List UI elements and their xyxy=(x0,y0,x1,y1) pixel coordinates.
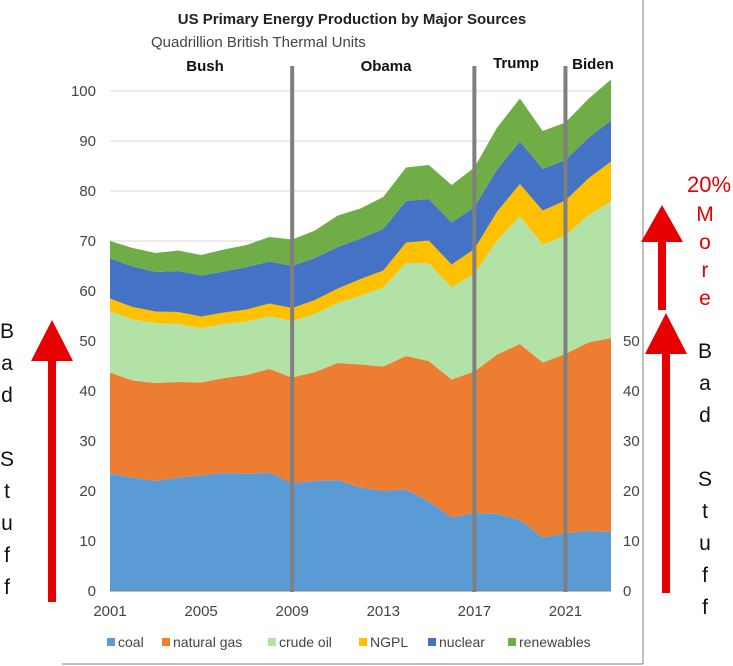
annotation-letter: M xyxy=(696,203,714,226)
legend-label: renewables xyxy=(519,634,591,650)
right-y-tick: 50 xyxy=(623,333,640,350)
right-y-tick: 0 xyxy=(623,583,631,600)
annotation-letter: f xyxy=(4,576,10,599)
annotation-letter: f xyxy=(702,596,708,619)
x-tick: 2021 xyxy=(549,603,582,620)
annotation-letter: f xyxy=(4,544,10,567)
president-label: Bush xyxy=(186,58,224,75)
annotation-letter: t xyxy=(702,500,708,523)
legend-swatch xyxy=(359,638,367,646)
left-y-tick: 90 xyxy=(79,133,96,150)
chart-title: US Primary Energy Production by Major So… xyxy=(178,11,526,28)
right-lower-red-arrow xyxy=(645,313,687,593)
legend-label: coal xyxy=(118,634,144,650)
legend-label: nuclear xyxy=(439,634,485,650)
left-y-tick: 80 xyxy=(79,183,96,200)
president-label: Biden xyxy=(572,56,614,73)
annotation-letter: u xyxy=(699,532,711,555)
left-y-tick: 30 xyxy=(79,433,96,450)
president-labels: Bush Obama Trump Biden xyxy=(186,55,614,75)
annotation-letter: S xyxy=(0,448,14,471)
annotation-letter: a xyxy=(699,372,711,395)
left-y-tick: 10 xyxy=(79,533,96,550)
x-tick: 2009 xyxy=(275,603,308,620)
right-y-axis: 0 10 20 30 40 50 xyxy=(623,333,640,600)
x-tick: 2017 xyxy=(458,603,491,620)
x-tick: 2001 xyxy=(93,603,126,620)
president-label: Trump xyxy=(493,55,539,72)
annotation-letter: S xyxy=(698,468,712,491)
area-natural-gas xyxy=(110,338,611,538)
right-y-tick: 40 xyxy=(623,383,640,400)
legend-swatch xyxy=(268,638,276,646)
legend-swatch xyxy=(428,638,436,646)
left-y-tick: 20 xyxy=(79,483,96,500)
right-y-tick: 20 xyxy=(623,483,640,500)
left-y-tick: 0 xyxy=(88,583,96,600)
legend: coal natural gas crude oil NGPL nuclear renew… xyxy=(107,634,591,650)
area-coal xyxy=(110,472,611,591)
stacked-areas xyxy=(110,79,611,591)
legend-label: crude oil xyxy=(279,634,332,650)
left-y-tick: 60 xyxy=(79,283,96,300)
left-red-arrow xyxy=(31,320,73,602)
annotation-letter: d xyxy=(699,404,711,427)
right-y-tick: 30 xyxy=(623,433,640,450)
left-y-tick: 50 xyxy=(79,333,96,350)
legend-swatch xyxy=(107,638,115,646)
president-label: Obama xyxy=(361,58,413,75)
annotation-letter: e xyxy=(699,287,711,310)
annotation-letter: d xyxy=(1,384,13,407)
left-y-tick: 40 xyxy=(79,383,96,400)
annotation-letter: B xyxy=(698,340,712,363)
left-y-tick: 70 xyxy=(79,233,96,250)
chart-subtitle: Quadrillion British Thermal Units xyxy=(151,34,366,51)
legend-swatch xyxy=(162,638,170,646)
legend-label: NGPL xyxy=(370,634,408,650)
annotation-letter: B xyxy=(0,320,14,343)
area-crude-oil xyxy=(110,201,611,383)
legend-swatch xyxy=(508,638,516,646)
area-ngpl xyxy=(110,161,611,328)
annotation-letter: r xyxy=(702,259,709,282)
annotation-letter: f xyxy=(702,564,708,587)
annotation-letter: a xyxy=(1,352,13,375)
annotation-letter: o xyxy=(699,231,711,254)
x-tick: 2013 xyxy=(367,603,400,620)
right-20pct-text: 20% xyxy=(687,172,731,197)
right-y-tick: 10 xyxy=(623,533,640,550)
term-dividers xyxy=(290,66,568,592)
x-tick: 2005 xyxy=(184,603,217,620)
x-axis: 2001 2005 2009 2013 2017 2021 xyxy=(93,590,611,620)
annotation-letter: u xyxy=(1,512,13,535)
left-y-tick: 100 xyxy=(71,83,96,100)
area-nuclear xyxy=(110,120,611,317)
area-renewables xyxy=(110,79,611,276)
left-y-axis: 0 10 20 30 40 50 60 70 80 90 100 xyxy=(71,83,96,600)
annotation-letter: t xyxy=(4,480,10,503)
right-upper-red-arrow xyxy=(641,205,683,310)
legend-label: natural gas xyxy=(173,634,242,650)
